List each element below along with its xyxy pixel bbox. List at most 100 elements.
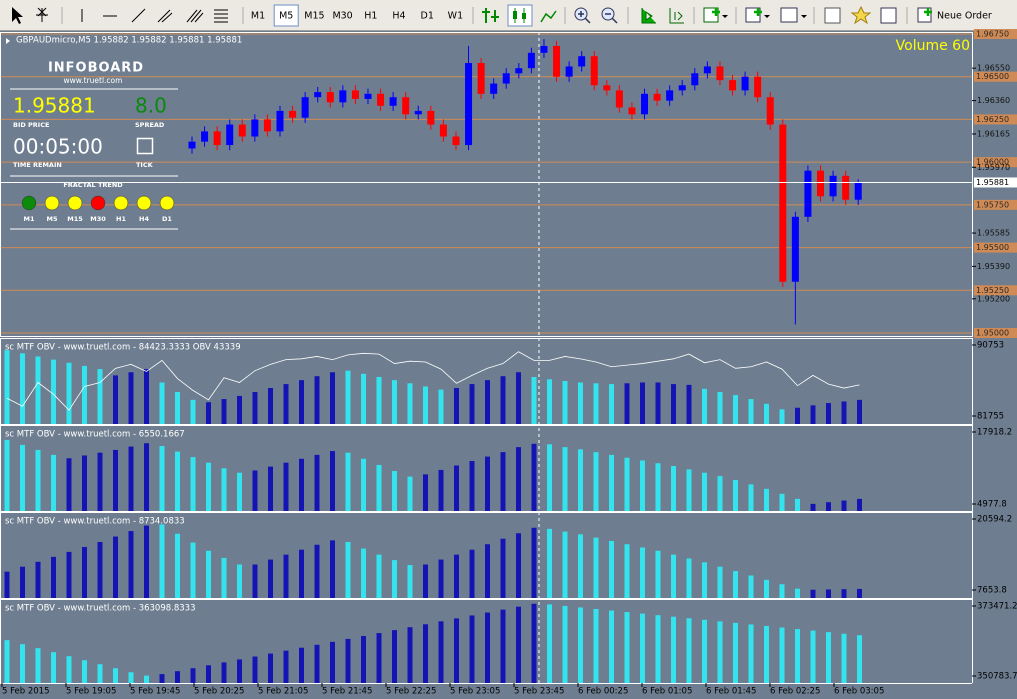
obv-bar [268,653,273,683]
y-tick-label: 1.96165 [977,129,1010,138]
chart-shift-button[interactable] [669,8,684,24]
obv-bar [764,579,769,598]
obv-bar [609,454,614,511]
timeframe-button[interactable]: W1 [448,11,463,22]
templates-button[interactable] [780,7,798,23]
obv-bar [314,544,320,598]
obv-bar [237,659,242,683]
time-label: 5 Feb 2015 [2,687,50,697]
obv-bar [345,638,351,683]
obv-bar [640,460,645,511]
obv-bar [578,382,583,424]
candle-body [477,63,485,94]
bar-chart-button[interactable] [482,8,499,23]
obv-bar [562,605,568,683]
timeframe-button[interactable]: M5 [279,11,293,22]
new-order-button[interactable]: Neue Order [937,11,992,22]
trendline-tool[interactable] [131,8,146,23]
obv-bar [469,615,475,683]
fractal-dot [136,195,152,211]
level-label: 1.95250 [976,286,1009,295]
obv-bar [671,554,676,598]
obv-bar [330,451,335,511]
obv-bar [97,369,103,424]
obv-bar [128,672,134,683]
obv-bar [392,560,397,598]
obv-bar [500,538,506,598]
candle-body [402,97,410,115]
obv-bar [686,469,692,511]
chart-area [0,31,1017,699]
line-chart-button[interactable] [540,10,557,23]
bid-label-box [974,177,1017,188]
chart-title: GBPAUDmicro,M5 1.95882 1.95882 1.95881 1… [16,36,242,46]
timeframe-button[interactable]: H4 [392,11,405,22]
navigator-button[interactable] [850,5,872,25]
obv-bar [795,588,800,598]
obv-bar [702,562,707,598]
obv-bar [175,671,180,683]
volume-label: Volume 60 [896,38,970,54]
market-watch-button[interactable] [824,7,841,24]
obv-bar [779,584,785,598]
obv-bar [841,589,847,598]
obv-bar [826,589,831,598]
dropdown-arrow[interactable] [722,15,728,18]
obv-bar [640,613,645,683]
obv-bar [671,384,676,424]
timeframe-button[interactable]: D1 [421,11,434,22]
obv-bar [593,383,599,424]
fractal-label: M15 [67,215,83,223]
obv-bar [206,402,211,424]
fractal-title: FRACTAL TREND [63,181,123,189]
candle-body [490,83,498,94]
dropdown-arrow[interactable] [764,15,770,18]
obv-bar [593,608,599,683]
timeframe-button[interactable]: M30 [332,11,352,22]
obv-bar [330,372,335,424]
time-label: 6 Feb 00:25 [578,687,628,697]
candle-body [779,124,787,282]
channel-tool[interactable] [157,9,173,23]
timeframe-button[interactable]: M15 [304,11,324,22]
obv-bar [593,452,599,511]
y-tick-label: 1.95200 [977,294,1010,303]
obv-bar [748,484,754,511]
dropdown-arrow[interactable] [801,15,807,18]
candle-body [263,119,271,132]
candle-body [515,68,523,74]
candle-body [377,93,385,106]
fractal-dot [90,195,106,211]
obv-bar [438,469,444,511]
crosshair-tool[interactable] [36,7,48,22]
time-axis [0,683,1017,699]
terminal-button[interactable] [880,7,897,24]
obv-bar [702,619,707,683]
obv-bar [733,395,738,424]
obv-bar [144,369,149,424]
symbol-icon [6,38,10,44]
obv-bar [733,622,738,683]
candle-chart-button-active[interactable] [507,4,533,27]
y-tick-label: 4977.8 [977,500,1007,510]
obv-bar [407,383,413,424]
obv-bar [190,542,196,598]
autoscroll-button[interactable] [641,8,656,24]
obv-bar [407,476,413,511]
y-tick-label: 17918.2 [977,428,1012,438]
obv-bar [159,674,165,683]
obv-bar [190,668,196,683]
candle-body [666,90,674,101]
fibo-levels-tool[interactable] [214,9,228,23]
level-label-box [974,114,1017,125]
timeframe-button[interactable]: M1 [251,11,265,22]
tick-label: TICK [136,161,154,169]
obv-bar [314,454,320,511]
obv-bar [624,612,630,683]
obv-bar [531,443,537,511]
timeframe-button[interactable]: H1 [364,11,377,22]
fibo-tool[interactable] [186,9,204,23]
candle-body [251,119,259,137]
cursor-tool[interactable] [12,7,23,24]
